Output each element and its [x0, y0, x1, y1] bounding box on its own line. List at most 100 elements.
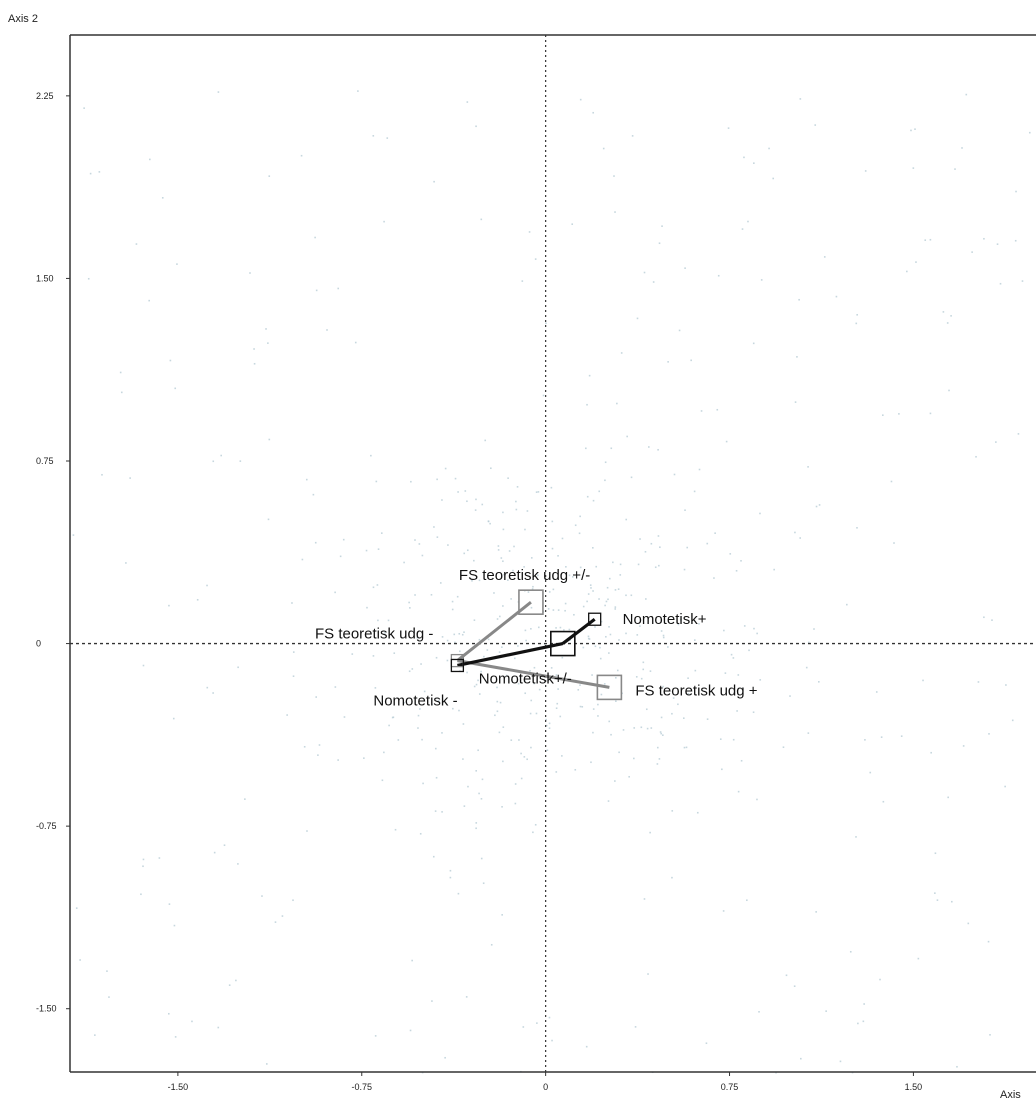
background-point [724, 672, 727, 674]
background-point [700, 410, 703, 412]
background-point [481, 503, 484, 506]
background-point [441, 636, 444, 638]
background-point [635, 676, 638, 678]
background-point [680, 619, 682, 621]
background-point [493, 592, 495, 594]
background-point [640, 677, 643, 680]
background-point [747, 220, 749, 223]
background-point [403, 561, 405, 564]
background-point [300, 154, 303, 157]
background-point [453, 633, 456, 636]
background-point [592, 547, 594, 549]
background-point [513, 545, 515, 548]
background-point [662, 734, 664, 736]
background-point [753, 627, 755, 630]
background-point [912, 167, 915, 169]
background-point [249, 272, 251, 274]
background-point [846, 603, 848, 606]
background-point [996, 243, 999, 245]
background-point [418, 543, 421, 545]
background-point [582, 646, 585, 649]
background-point [377, 619, 379, 622]
background-point [501, 646, 503, 648]
background-point [630, 476, 633, 479]
background-point [950, 315, 952, 317]
background-point [268, 175, 271, 177]
background-point [634, 1026, 637, 1028]
background-point [471, 580, 473, 582]
background-point [534, 823, 537, 826]
background-point [910, 129, 912, 132]
background-point [619, 563, 622, 566]
background-point [605, 635, 607, 638]
background-point [571, 223, 574, 225]
background-point [782, 746, 785, 749]
background-point [500, 557, 503, 559]
background-point [643, 271, 646, 274]
background-point [441, 811, 443, 813]
background-point [569, 639, 571, 642]
background-point [312, 493, 315, 496]
background-point [83, 107, 85, 109]
background-point [437, 699, 440, 702]
background-point [917, 957, 920, 960]
background-point [989, 1034, 991, 1036]
background-point [683, 568, 686, 571]
background-point [628, 775, 630, 778]
background-point [414, 539, 416, 541]
background-point [683, 746, 686, 749]
background-point [559, 715, 562, 718]
background-point [640, 726, 643, 729]
background-point [799, 98, 802, 100]
background-point [789, 695, 791, 697]
background-point [292, 651, 295, 653]
background-point [475, 498, 477, 501]
background-point [446, 639, 449, 642]
background-point [515, 500, 517, 503]
background-point [496, 700, 499, 703]
background-point [737, 674, 740, 676]
background-point [148, 299, 150, 302]
background-point [548, 591, 551, 593]
background-point [502, 605, 504, 607]
background-point [142, 858, 145, 861]
background-point [87, 277, 90, 280]
background-point [862, 1020, 865, 1023]
background-point [660, 630, 663, 632]
background-point [880, 736, 883, 738]
background-point [594, 645, 597, 648]
background-point [693, 490, 696, 493]
background-point [334, 686, 337, 688]
background-point [462, 758, 464, 760]
background-point [971, 251, 973, 253]
background-point [531, 588, 534, 590]
series-layer: FS teoretisk udg +/- FS teoretisk udg - FS… [315, 567, 758, 709]
background-point [431, 1000, 433, 1002]
background-point [705, 1042, 708, 1045]
background-point [223, 844, 226, 847]
y-tick-label: 1.50 [36, 273, 54, 283]
background-point [616, 669, 619, 672]
background-point [595, 565, 598, 568]
background-point [740, 759, 743, 762]
background-point [515, 508, 518, 511]
background-point [365, 549, 368, 552]
background-point [863, 1003, 865, 1005]
category-label: Nomotetisk+ [623, 611, 707, 628]
background-point [89, 172, 92, 175]
background-point [366, 606, 368, 609]
background-point [521, 280, 524, 282]
background-point [855, 322, 858, 325]
background-point [315, 696, 317, 698]
background-point [592, 499, 595, 502]
background-point [317, 754, 319, 756]
background-point [798, 298, 800, 301]
background-point [351, 653, 354, 655]
background-point [466, 671, 468, 674]
background-point [548, 1016, 551, 1019]
background-point [451, 608, 454, 611]
background-point [217, 1026, 220, 1029]
background-point [614, 780, 616, 782]
background-point [1028, 131, 1031, 134]
